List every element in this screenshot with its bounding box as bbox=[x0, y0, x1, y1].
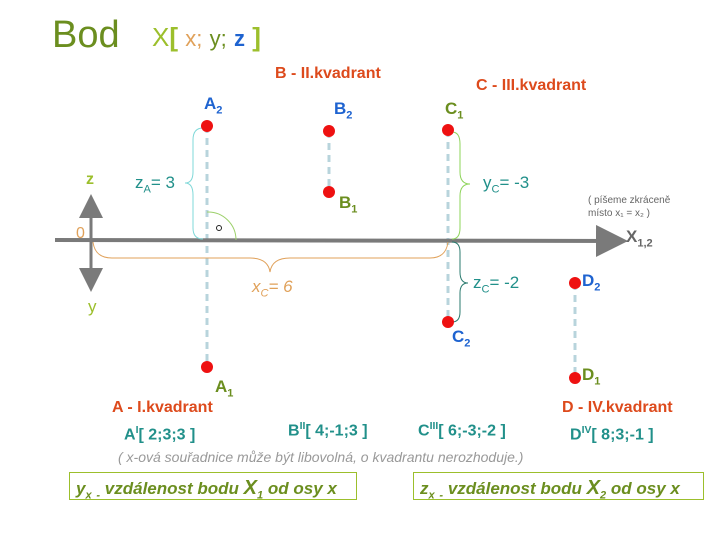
definition-yx: yx - vzdálenost bodu X1 od osy x bbox=[69, 472, 357, 501]
point-d1 bbox=[569, 372, 581, 384]
label-d1: D1 bbox=[582, 365, 601, 388]
short-notation-note: ( píšeme zkráceně místo x₁ = x₂ ) bbox=[588, 195, 671, 219]
right-angle-arc bbox=[206, 211, 237, 241]
measure-yc: yC= -3 bbox=[483, 173, 530, 196]
brace-yc bbox=[451, 131, 471, 240]
origin-label: 0 bbox=[76, 225, 85, 242]
z-axis-label: z bbox=[86, 171, 94, 188]
title-z: z bbox=[233, 26, 245, 51]
label-b1: B1 bbox=[339, 193, 358, 216]
coordinate-a: AI[ 2;3;3 ] bbox=[124, 425, 196, 444]
x-axis bbox=[54, 224, 628, 257]
title-open: [ bbox=[169, 22, 179, 52]
quadrant-d-label: D - IV.kvadrant bbox=[562, 399, 673, 416]
point-c1 bbox=[442, 124, 454, 136]
title-close: ] bbox=[252, 22, 261, 52]
title-x: x; bbox=[185, 26, 203, 51]
brace-zc bbox=[451, 241, 469, 323]
point-b1 bbox=[323, 186, 335, 198]
quadrant-b-label: B - II.kvadrant bbox=[275, 65, 381, 82]
point-d2 bbox=[569, 277, 581, 289]
measure-zc: zC= -2 bbox=[473, 273, 520, 296]
point-c2 bbox=[442, 316, 454, 328]
coordinate-d: DIV[ 8;3;-1 ] bbox=[570, 425, 654, 444]
point-a2 bbox=[201, 120, 213, 132]
point-a1 bbox=[201, 361, 213, 373]
point-b2 bbox=[323, 125, 335, 137]
label-c1: C1 bbox=[445, 99, 464, 122]
brace-xc bbox=[92, 241, 449, 273]
measure-za: zA= 3 bbox=[135, 173, 175, 196]
title-point-notation: X[ x; y; z ] bbox=[152, 24, 261, 50]
measure-xc: xC= 6 bbox=[252, 277, 293, 300]
label-d2: D2 bbox=[582, 271, 601, 294]
x-coordinate-note: ( x-ová souřadnice může být libovolná, o… bbox=[118, 449, 524, 465]
right-angle-dot bbox=[216, 225, 222, 231]
title-point: X bbox=[152, 22, 170, 52]
y-axis-label: y bbox=[88, 297, 97, 316]
quadrant-c-label: C - III.kvadrant bbox=[476, 77, 587, 94]
coordinate-b: BII[ 4;-1;3 ] bbox=[288, 421, 368, 440]
title-y: y; bbox=[209, 26, 227, 51]
definition-zx: zx - vzdálenost bodu X2 od osy x bbox=[413, 472, 704, 501]
quadrant-a-label: A - I.kvadrant bbox=[112, 399, 213, 416]
x-axis-label: X1,2 bbox=[626, 227, 653, 250]
label-a2: A2 bbox=[204, 94, 223, 117]
label-a1: A1 bbox=[215, 377, 234, 400]
label-c2: C2 bbox=[452, 327, 471, 350]
coordinate-c: CIII[ 6;-3;-2 ] bbox=[418, 421, 506, 440]
brace-za bbox=[184, 127, 204, 240]
title-word: Bod bbox=[52, 14, 120, 56]
label-b2: B2 bbox=[334, 99, 353, 122]
